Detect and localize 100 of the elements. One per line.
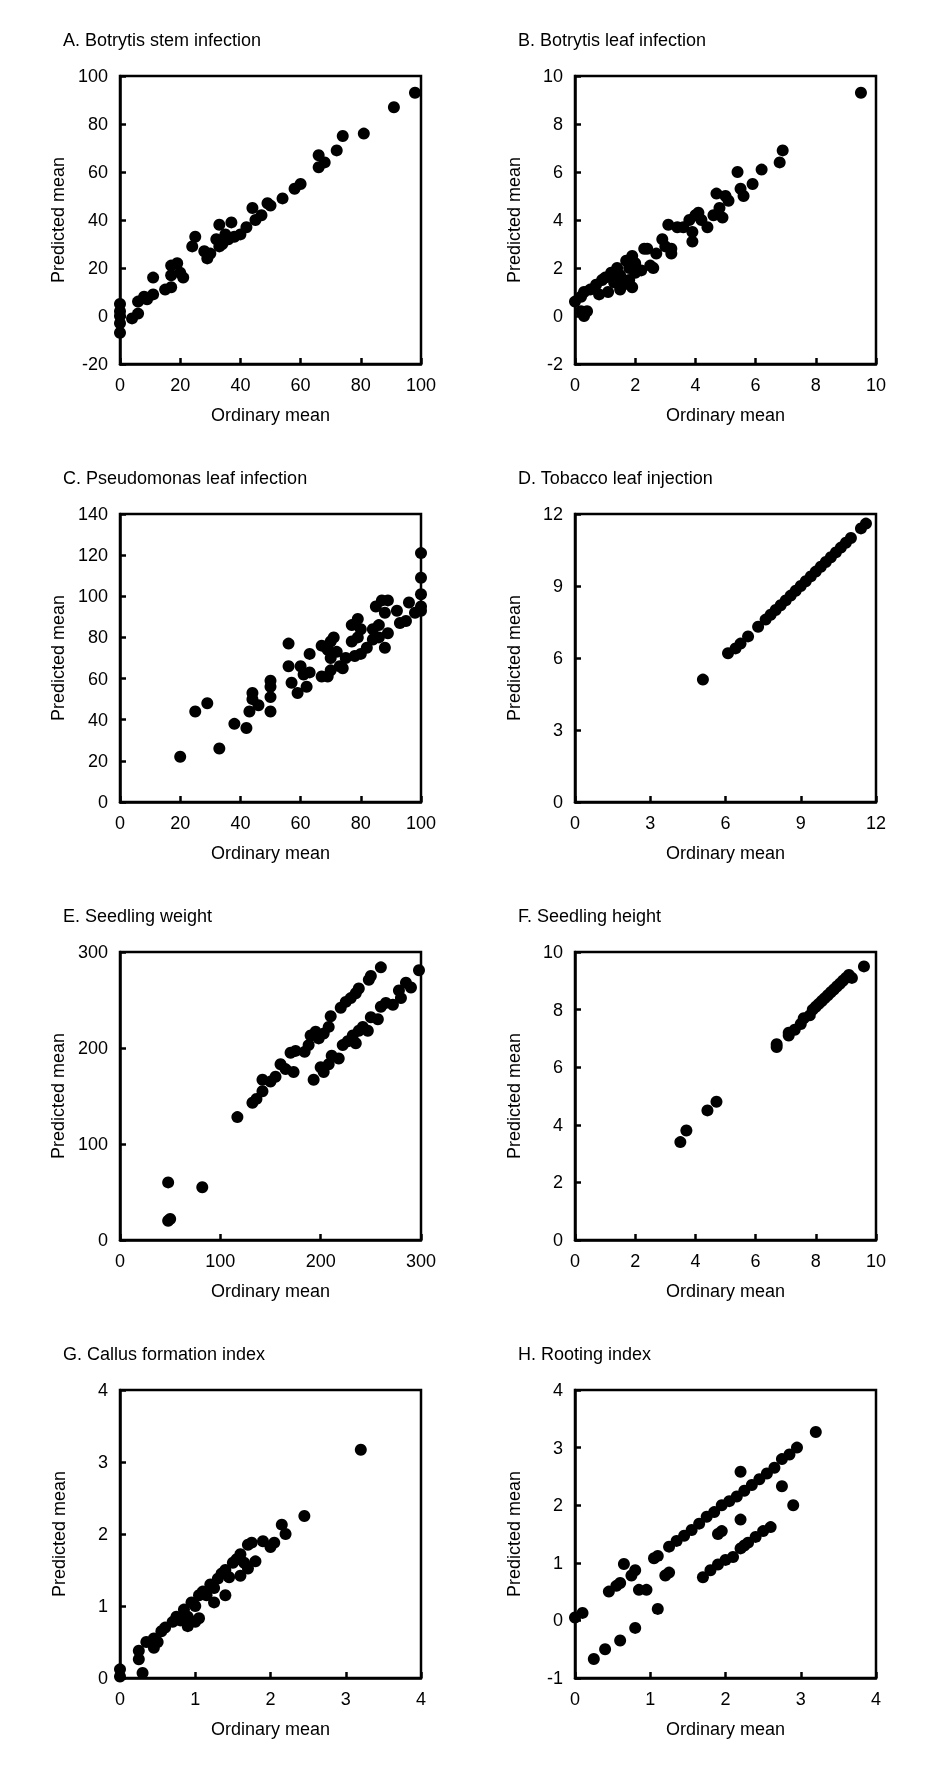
x-tick-label: 20	[170, 375, 191, 395]
y-tick-label: 100	[77, 586, 108, 607]
x-tick-label: 0	[569, 813, 581, 833]
y-tick-label: 8	[552, 999, 563, 1020]
x-tick-label: 2	[630, 375, 641, 395]
y-axis-title: Predicted mean	[48, 156, 69, 284]
x-axis-title: Ordinary mean	[665, 1281, 786, 1301]
x-tick-label: 4	[870, 1689, 882, 1709]
y-tick-label: 80	[87, 114, 108, 134]
x-tick-label: 0	[114, 1251, 126, 1271]
x-tick-label: 300	[405, 1251, 437, 1271]
y-axis-title: Predicted mean	[48, 594, 69, 722]
y-tick-label: 0	[97, 792, 108, 812]
x-tick-label: 2	[630, 1251, 641, 1271]
y-tick-label: 120	[77, 545, 108, 566]
x-tick-label: 80	[350, 813, 371, 833]
y-tick-label: 0	[97, 1668, 108, 1688]
x-tick-label: 1	[645, 1689, 656, 1709]
x-tick-label: 10	[865, 375, 887, 395]
y-tick-label: 1	[552, 1552, 563, 1573]
y-tick-label: 300	[77, 942, 108, 962]
y-tick-label: 6	[552, 1057, 563, 1078]
x-tick-label: 100	[205, 1251, 236, 1271]
y-tick-label: 4	[552, 210, 563, 230]
y-tick-label: 10	[542, 66, 563, 86]
y-tick-label: 0	[97, 306, 108, 326]
y-tick-label: 40	[87, 709, 108, 730]
x-tick-label: 100	[405, 375, 437, 395]
x-tick-label: 4	[690, 1251, 701, 1271]
y-tick-label: 20	[87, 750, 108, 771]
y-tick-label: 2	[552, 258, 563, 278]
x-tick-label: 200	[305, 1251, 336, 1271]
x-axis-title: Ordinary mean	[210, 1719, 331, 1739]
chart-title: G. Callus formation index	[63, 1344, 266, 1364]
x-axis-title: Ordinary mean	[210, 843, 331, 863]
x-tick-label: 0	[114, 813, 126, 833]
y-tick-label: 2	[552, 1172, 563, 1193]
x-tick-label: 0	[569, 1251, 581, 1271]
y-tick-label: 2	[552, 1495, 563, 1516]
y-axis-title: Predicted mean	[49, 1470, 69, 1598]
y-axis-title: Predicted mean	[48, 1032, 69, 1160]
x-tick-label: 4	[415, 1689, 427, 1709]
x-axis-title: Ordinary mean	[210, 1281, 331, 1301]
y-tick-label: 12	[542, 504, 563, 524]
x-tick-label: 2	[720, 1689, 731, 1709]
x-tick-label: 8	[810, 1251, 821, 1271]
x-tick-label: 0	[569, 375, 581, 395]
chart-title: E. Seedling weight	[63, 906, 213, 926]
x-tick-label: 40	[230, 813, 251, 833]
y-tick-label: 20	[87, 258, 108, 278]
y-tick-label: 6	[552, 162, 563, 182]
x-axis-title: Ordinary mean	[665, 405, 786, 425]
y-tick-label: 3	[552, 720, 563, 740]
y-axis-title: Predicted mean	[504, 594, 524, 722]
x-axis-title: Ordinary mean	[210, 405, 331, 425]
x-tick-label: 0	[569, 1689, 581, 1709]
x-tick-label: 2	[265, 1689, 276, 1709]
x-tick-label: 0	[114, 1689, 126, 1709]
x-tick-label: 60	[290, 813, 311, 833]
x-tick-label: 6	[750, 375, 761, 395]
x-tick-label: 80	[350, 375, 371, 395]
x-tick-label: 40	[230, 375, 251, 395]
y-axis-title: Predicted mean	[504, 1032, 524, 1160]
x-tick-label: 12	[865, 813, 887, 833]
y-tick-label: 80	[87, 627, 108, 648]
y-tick-label: 2	[97, 1524, 108, 1544]
y-tick-label: 60	[87, 162, 108, 182]
y-tick-label: 0	[552, 306, 563, 326]
y-tick-label: 10	[542, 942, 563, 962]
y-tick-label: 4	[552, 1114, 563, 1135]
y-tick-label: 0	[552, 792, 563, 812]
y-tick-label: 3	[552, 1437, 563, 1458]
x-axis-title: Ordinary mean	[665, 1719, 786, 1739]
y-tick-label: 0	[552, 1610, 563, 1631]
x-tick-label: 3	[340, 1689, 351, 1709]
chart-title: H. Rooting index	[518, 1344, 652, 1364]
x-tick-label: 3	[645, 813, 656, 833]
x-tick-label: 1	[190, 1689, 201, 1709]
x-tick-label: 9	[795, 813, 806, 833]
y-tick-label: 100	[77, 1134, 108, 1154]
chart-title: D. Tobacco leaf injection	[518, 468, 713, 488]
y-tick-label: 140	[77, 504, 108, 524]
y-axis-title: Predicted mean	[504, 1470, 524, 1598]
y-tick-label: 9	[552, 576, 563, 596]
chart-title: F. Seedling height	[518, 906, 662, 926]
chart-title: B. Botrytis leaf infection	[518, 30, 707, 50]
y-tick-label: 0	[552, 1230, 563, 1250]
y-tick-label: -1	[546, 1668, 563, 1688]
y-tick-label: 1	[97, 1596, 108, 1616]
chart-title: A. Botrytis stem infection	[63, 30, 262, 50]
x-tick-label: 10	[865, 1251, 887, 1271]
x-tick-label: 8	[810, 375, 821, 395]
x-tick-label: 0	[114, 375, 126, 395]
x-tick-label: 20	[170, 813, 191, 833]
x-tick-label: 6	[720, 813, 731, 833]
y-tick-label: 0	[97, 1230, 108, 1250]
y-tick-label: 4	[97, 1380, 108, 1400]
x-axis-title: Ordinary mean	[665, 843, 786, 863]
y-tick-label: 40	[87, 210, 108, 230]
y-tick-label: 6	[552, 648, 563, 668]
